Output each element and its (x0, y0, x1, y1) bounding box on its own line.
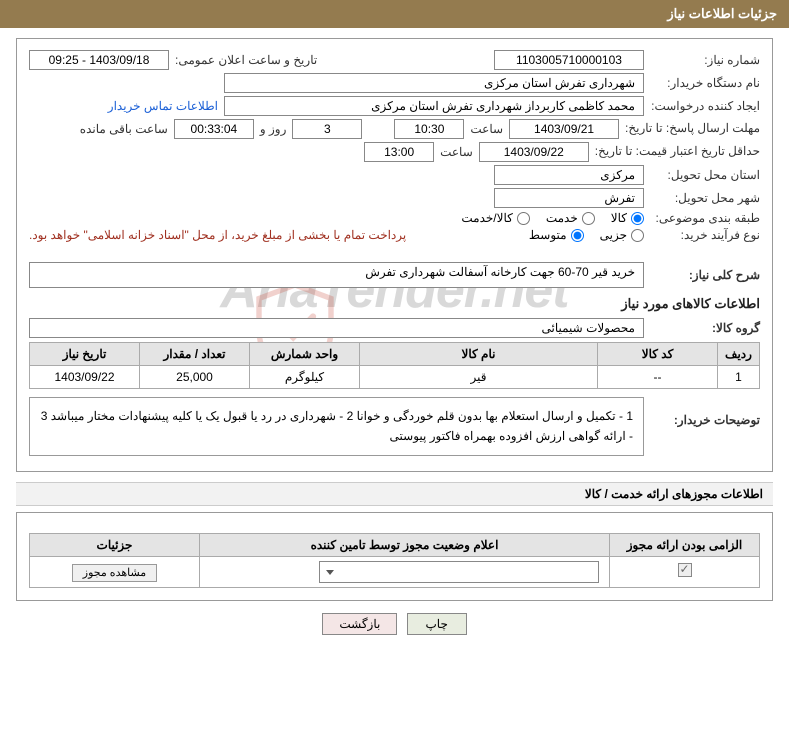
payment-note: پرداخت تمام یا بخشی از مبلغ خرید، از محل… (29, 228, 406, 242)
td-code: -- (598, 366, 718, 389)
summary-label: شرح کلی نیاز: (650, 268, 760, 282)
th-code: کد کالا (598, 343, 718, 366)
radio-both[interactable]: کالا/خدمت (461, 211, 529, 225)
buyer-org-field: شهرداری تفرش استان مرکزی (224, 73, 644, 93)
th-name: نام کالا (360, 343, 598, 366)
license-header-row: الزامی بودن ارائه مجوز اعلام وضعیت مجوز … (30, 533, 760, 556)
time-word-1: ساعت (470, 122, 503, 136)
buyer-org-label: نام دستگاه خریدار: (650, 76, 760, 90)
process-radio-group: جزیی متوسط (529, 228, 644, 242)
row-buyer-org: نام دستگاه خریدار: شهرداری تفرش استان مر… (29, 73, 760, 93)
row-requester: ایجاد کننده درخواست: محمد کاظمی کاربرداز… (29, 96, 760, 116)
td-status (200, 556, 610, 587)
th-mandatory: الزامی بودن ارائه مجوز (610, 533, 760, 556)
td-unit: کیلوگرم (250, 366, 360, 389)
license-section-header: اطلاعات مجوزهای ارائه خدمت / کالا (16, 482, 773, 506)
page-header: جزئیات اطلاعات نیاز (0, 0, 789, 28)
buyer-desc-label: توضیحات خریدار: (650, 397, 760, 427)
radio-goods-input[interactable] (631, 212, 644, 225)
row-category: طبقه بندی موضوعی: کالا خدمت کالا/خدمت (29, 211, 760, 225)
need-no-label: شماره نیاز: (650, 53, 760, 67)
buyer-contact-link[interactable]: اطلاعات تماس خریدار (108, 99, 218, 113)
info-panel: شماره نیاز: 1103005710000103 تاریخ و ساع… (16, 38, 773, 472)
th-details: جزئیات (30, 533, 200, 556)
city-label: شهر محل تحویل: (650, 191, 760, 205)
province-label: استان محل تحویل: (650, 168, 760, 182)
td-date: 1403/09/22 (30, 366, 140, 389)
action-buttons: چاپ بازگشت (16, 613, 773, 635)
td-name: قیر (360, 366, 598, 389)
row-group: گروه کالا: محصولات شیمیائی (29, 318, 760, 338)
deadline-label: مهلت ارسال پاسخ: تا تاریخ: (625, 121, 760, 137)
validity-label: حداقل تاریخ اعتبار قیمت: تا تاریخ: (595, 144, 760, 160)
mandatory-checkbox[interactable] (678, 563, 692, 577)
summary-field: خرید قیر 70-60 جهت کارخانه آسفالت شهردار… (29, 262, 644, 288)
row-validity: حداقل تاریخ اعتبار قیمت: تا تاریخ: 1403/… (29, 142, 760, 162)
deadline-date-field: 1403/09/21 (509, 119, 619, 139)
row-city: شهر محل تحویل: تفرش (29, 188, 760, 208)
radio-both-input[interactable] (517, 212, 530, 225)
deadline-time-field: 10:30 (394, 119, 464, 139)
td-details: مشاهده مجوز (30, 556, 200, 587)
group-label: گروه کالا: (650, 321, 760, 335)
province-field: مرکزی (494, 165, 644, 185)
row-buyer-desc: توضیحات خریدار: 1 - تکمیل و ارسال استعلا… (29, 397, 760, 456)
license-table: الزامی بودن ارائه مجوز اعلام وضعیت مجوز … (29, 533, 760, 588)
goods-section-title: اطلاعات کالاهای مورد نیاز (29, 296, 760, 312)
row-need-no: شماره نیاز: 1103005710000103 تاریخ و ساع… (29, 50, 760, 70)
buyer-desc-box: 1 - تکمیل و ارسال استعلام بها بدون قلم خ… (29, 397, 644, 456)
radio-medium-input[interactable] (571, 229, 584, 242)
time-word-2: ساعت (440, 145, 473, 159)
page-title: جزئیات اطلاعات نیاز (667, 6, 777, 21)
validity-time-field: 13:00 (364, 142, 434, 162)
announce-field: 1403/09/18 - 09:25 (29, 50, 169, 70)
requester-field: محمد کاظمی کاربرداز شهرداری تفرش استان م… (224, 96, 644, 116)
radio-small[interactable]: جزیی (600, 228, 644, 242)
row-process: نوع فرآیند خرید: جزیی متوسط پرداخت تمام … (29, 228, 760, 242)
category-radio-group: کالا خدمت کالا/خدمت (461, 211, 644, 225)
status-select[interactable] (319, 561, 599, 583)
td-mandatory (610, 556, 760, 587)
th-date: تاریخ نیاز (30, 343, 140, 366)
days-field: 3 (292, 119, 362, 139)
radio-service[interactable]: خدمت (546, 211, 595, 225)
group-field: محصولات شیمیائی (29, 318, 644, 338)
announce-label: تاریخ و ساعت اعلان عمومی: (175, 53, 317, 67)
license-row: مشاهده مجوز (30, 556, 760, 587)
row-province: استان محل تحویل: مرکزی (29, 165, 760, 185)
category-label: طبقه بندی موضوعی: (650, 211, 760, 225)
process-label: نوع فرآیند خرید: (650, 228, 760, 242)
row-deadline: مهلت ارسال پاسخ: تا تاریخ: 1403/09/21 سا… (29, 119, 760, 139)
license-panel: الزامی بودن ارائه مجوز اعلام وضعیت مجوز … (16, 512, 773, 601)
table-header-row: ردیف کد کالا نام کالا واحد شمارش تعداد /… (30, 343, 760, 366)
th-row: ردیف (718, 343, 760, 366)
city-field: تفرش (494, 188, 644, 208)
main-content: شماره نیاز: 1103005710000103 تاریخ و ساع… (0, 28, 789, 657)
validity-date-field: 1403/09/22 (479, 142, 589, 162)
table-row: 1 -- قیر کیلوگرم 25,000 1403/09/22 (30, 366, 760, 389)
radio-goods[interactable]: کالا (611, 211, 644, 225)
th-qty: تعداد / مقدار (140, 343, 250, 366)
remaining-word: ساعت باقی مانده (80, 122, 168, 136)
radio-small-input[interactable] (631, 229, 644, 242)
countdown-field: 00:33:04 (174, 119, 254, 139)
radio-medium[interactable]: متوسط (529, 228, 584, 242)
th-unit: واحد شمارش (250, 343, 360, 366)
need-no-field: 1103005710000103 (494, 50, 644, 70)
goods-table: ردیف کد کالا نام کالا واحد شمارش تعداد /… (29, 342, 760, 389)
td-row: 1 (718, 366, 760, 389)
back-button[interactable]: بازگشت (322, 613, 397, 635)
view-license-button[interactable]: مشاهده مجوز (72, 564, 157, 582)
th-status: اعلام وضعیت مجوز توسط تامین کننده (200, 533, 610, 556)
print-button[interactable]: چاپ (407, 613, 467, 635)
td-qty: 25,000 (140, 366, 250, 389)
row-summary: شرح کلی نیاز: خرید قیر 70-60 جهت کارخانه… (29, 262, 760, 288)
requester-label: ایجاد کننده درخواست: (650, 99, 760, 113)
radio-service-input[interactable] (582, 212, 595, 225)
days-word: روز و (260, 122, 287, 136)
